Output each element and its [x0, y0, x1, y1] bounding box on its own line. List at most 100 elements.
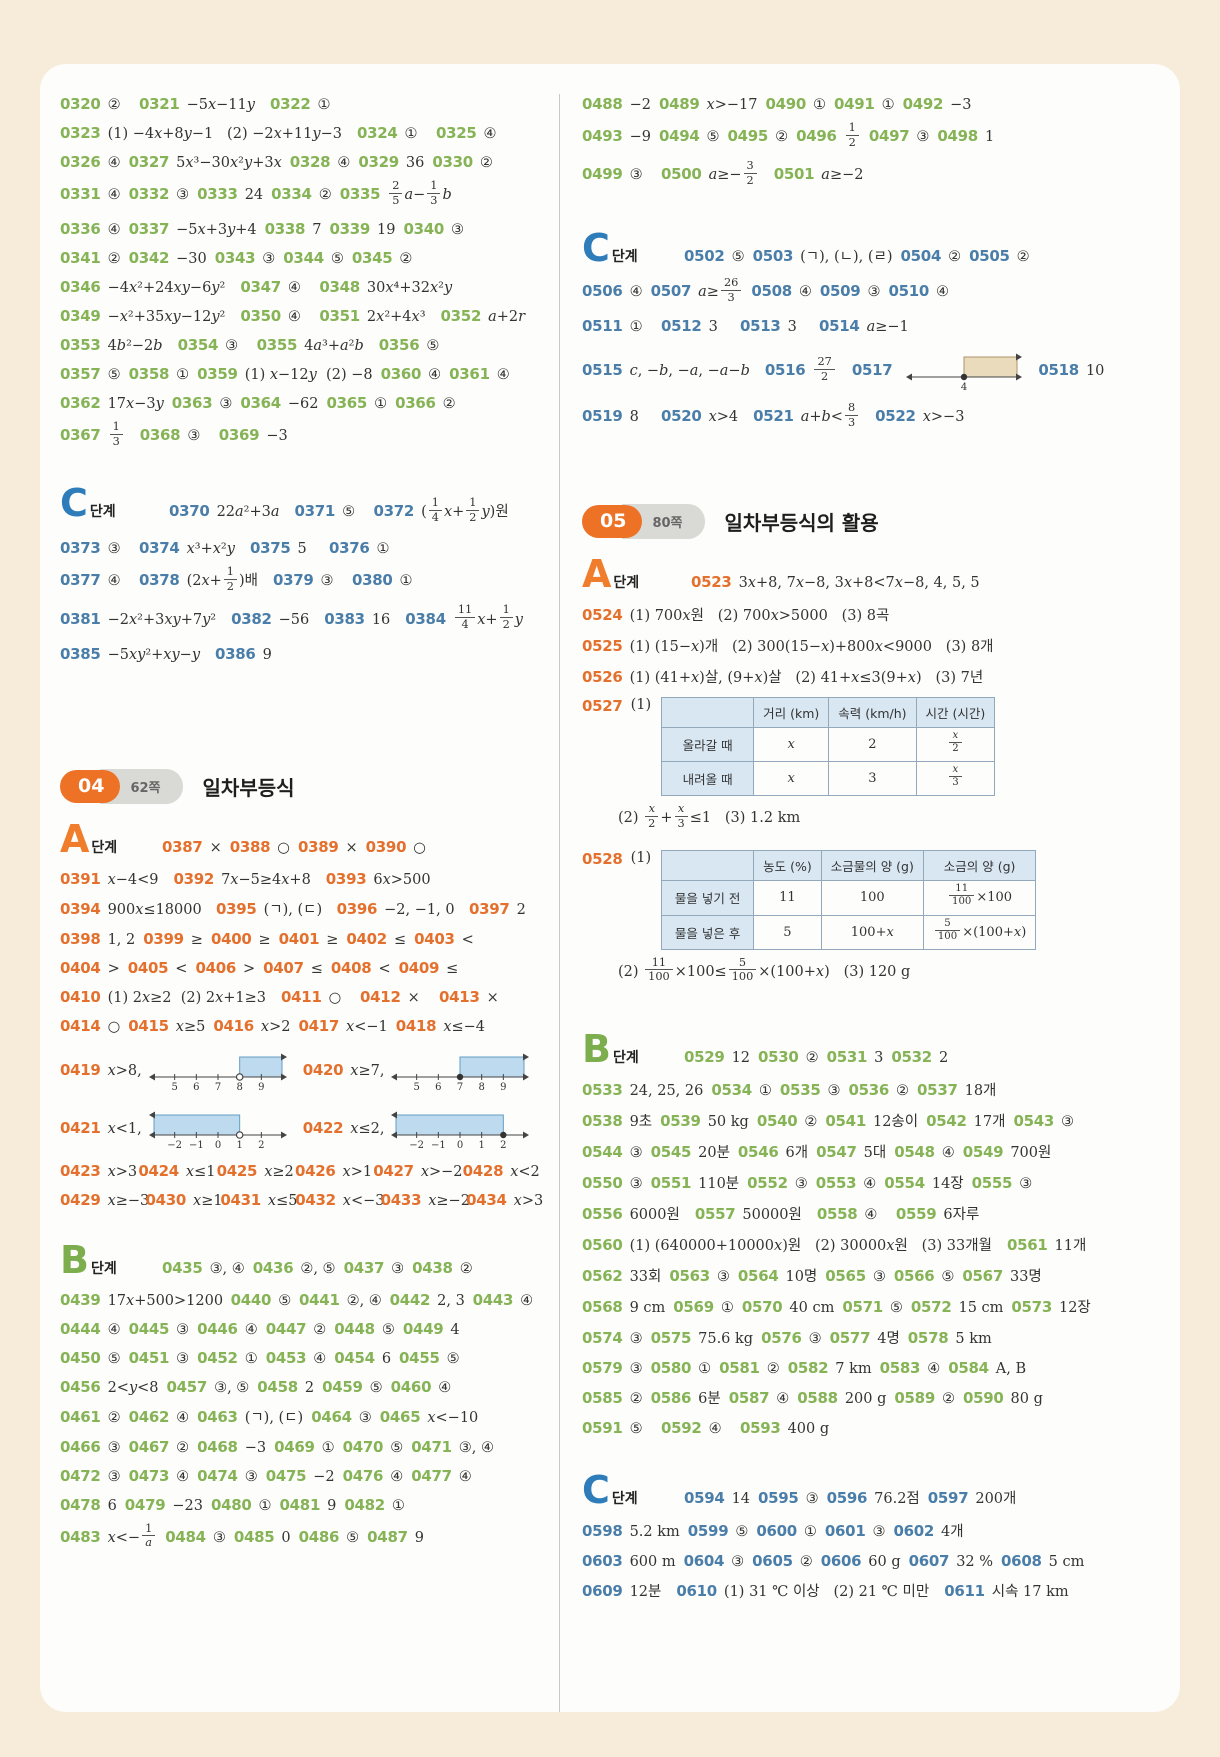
- answer-text: ④: [941, 1145, 955, 1161]
- answer-text: <: [378, 960, 391, 977]
- answer-item: 0490 ①: [765, 94, 826, 113]
- answer-item: 0394 900x≤18000: [60, 899, 202, 918]
- answer-item: 0491 ①: [834, 94, 895, 113]
- answer-item: 0434 x>3: [466, 1190, 543, 1209]
- answer-row: 0461 ② 0462 ④ 0463 (ㄱ), (ㄷ) 0464 ③ 0465 x<−10: [60, 1406, 533, 1427]
- answer-row: 0511 ① 0512 3 0513 3 0514 a≥−1: [582, 316, 1144, 335]
- answer-text: 22a²+3a: [216, 504, 280, 521]
- answer-item: 0326 ④: [60, 152, 121, 171]
- answer-item: 0553 ④: [816, 1173, 877, 1192]
- answer-text: 50 kg: [707, 1114, 749, 1130]
- answer-row: 0524 (1) 700x원 (2) 700x>5000 (3) 8곡: [582, 604, 1144, 625]
- answer-text: ②: [775, 129, 789, 146]
- answer-text: 6x>500: [373, 871, 431, 888]
- problem-number: 0404: [60, 958, 101, 977]
- answer-item: 0428 x<2: [463, 1161, 540, 1180]
- answer-text: (2) 11 100 ×100≤ 5 100 ×(100+x) (3) 120 g: [618, 955, 911, 984]
- answer-item: 0425 x≥2: [217, 1161, 294, 1180]
- problem-number: 0560: [582, 1236, 623, 1254]
- problem-number: 0559: [895, 1205, 937, 1223]
- answer-text: 24, 25, 26: [629, 1083, 704, 1099]
- spacer: [582, 199, 1144, 221]
- problem-number: 0326: [60, 153, 101, 171]
- answer-text: ○: [413, 839, 426, 856]
- stage-label: C 단계: [60, 484, 144, 523]
- answer-text: 3: [708, 319, 718, 336]
- answer-text: 7: [312, 222, 322, 239]
- problem-number: 0402: [346, 929, 387, 948]
- problem-number: 0328: [289, 153, 331, 171]
- answer-row: 0579 ③ 0580 ① 0581 ② 0582 7 km 0583 ④ 0584 A, B: [582, 1358, 1144, 1377]
- problem-number: 0438: [412, 1258, 453, 1277]
- answer-text: ④: [864, 1207, 878, 1223]
- answer-text: ④: [863, 1176, 877, 1192]
- answer-text: −3: [950, 97, 972, 113]
- fraction: 5 100: [728, 956, 757, 984]
- answer-item: 0450 ⑤: [60, 1348, 121, 1367]
- problem-number: 0362: [60, 394, 101, 413]
- answer-item: 0511 ①: [582, 316, 646, 335]
- answer-item: 0520 x>4: [661, 406, 738, 425]
- problem-number: 0405: [127, 958, 169, 977]
- answer-text: 16: [371, 611, 391, 628]
- answer-text: ③: [808, 1331, 822, 1347]
- answer-item: 0523 3x+8, 7x−8, 3x+8<7x−8, 4, 5, 5: [691, 572, 980, 591]
- answer-item: 0584 A, B: [948, 1358, 1026, 1377]
- answer-item: 0542 17개: [926, 1110, 1005, 1131]
- answer-text: ⑤: [342, 504, 356, 521]
- answer-item: 0371 ⑤: [295, 501, 359, 520]
- problem-number: 0365: [326, 394, 368, 413]
- answer-item: 0407 ≤: [263, 958, 323, 977]
- answer-item: 0416 x>2: [213, 1016, 290, 1035]
- answer-row: 0556 6000원 0557 50000원 0558 ④ 0559 6자루: [582, 1203, 1144, 1224]
- problem-number: 0337: [128, 220, 170, 239]
- stage-label: C 단계: [582, 229, 666, 268]
- answer-row: 0591 ⑤ 0592 ④ 0593 400 g: [582, 1418, 1144, 1437]
- answer-item: 0435 ③, ④: [162, 1258, 245, 1277]
- problem-number: 0603: [582, 1552, 623, 1570]
- problem-number: 0378: [139, 571, 180, 590]
- answer-text: (2x+ 1 2)배: [186, 565, 258, 593]
- problem-number: 0503: [752, 247, 794, 266]
- problem-number: 0341: [60, 249, 101, 268]
- stage-letter: C: [582, 1468, 610, 1512]
- answer-item: 0493 −9: [582, 126, 651, 145]
- problem-number: 0324: [356, 124, 398, 142]
- problem-number: 0381: [60, 609, 101, 628]
- answer-text: ②: [948, 249, 962, 266]
- answer-item: 0359 (1) x−12y (2) −8: [197, 364, 372, 383]
- answer-item: 0471 ③, ④: [411, 1437, 494, 1456]
- problem-number: 0522: [875, 407, 916, 426]
- problem-number: 0327: [128, 153, 170, 171]
- answer-item: 0378 (2x+ 1 2)배: [139, 565, 258, 595]
- problem-number: 0376: [328, 539, 370, 558]
- problem-number: 0577: [829, 1329, 871, 1347]
- problem-number: 0390: [365, 837, 407, 856]
- answer-text: ≤: [393, 931, 407, 948]
- answer-item: 0536 ②: [848, 1080, 909, 1099]
- answer-item: 0422 x≤2, −2 −1 0 1 2: [303, 1103, 531, 1151]
- spacer: [582, 1004, 1144, 1022]
- answer-text: ②: [1016, 249, 1030, 266]
- answer-text: ⑤: [446, 1350, 460, 1367]
- answer-text: a+b< 8 3: [801, 401, 860, 429]
- answer-item: 0455 ⑤: [399, 1348, 460, 1367]
- problem-number: 0519: [582, 407, 623, 426]
- answer-item: 0585 ②: [582, 1388, 643, 1407]
- answer-item: 0397 2: [469, 899, 533, 918]
- answer-item: 0442 2, 3: [390, 1290, 465, 1309]
- table-header-cell: 농도 (%): [753, 850, 822, 882]
- answer-item: 0525 (1) (15−x)개 (2) 300(15−x)+800x<9000 …: [582, 635, 994, 656]
- problem-number: 0464: [311, 1407, 352, 1426]
- table-header-cell: [661, 696, 755, 728]
- chapter-header-04: 04 62쪽 일차부등식: [60, 768, 533, 804]
- answer-item: 0369 −3: [219, 425, 288, 444]
- answer-text: ③: [358, 1409, 372, 1426]
- answer-item: 0605 ②: [752, 1551, 813, 1570]
- problem-number: 0490: [765, 95, 806, 113]
- answer-text: ≥: [326, 931, 339, 948]
- fraction: 5 100: [934, 918, 961, 943]
- right-column: 0488 −2 0489 x>−17 0490 ① 0491 ① 0492 −3 0493 −9 049…: [560, 94, 1180, 1712]
- answer-text: 9초: [629, 1114, 653, 1130]
